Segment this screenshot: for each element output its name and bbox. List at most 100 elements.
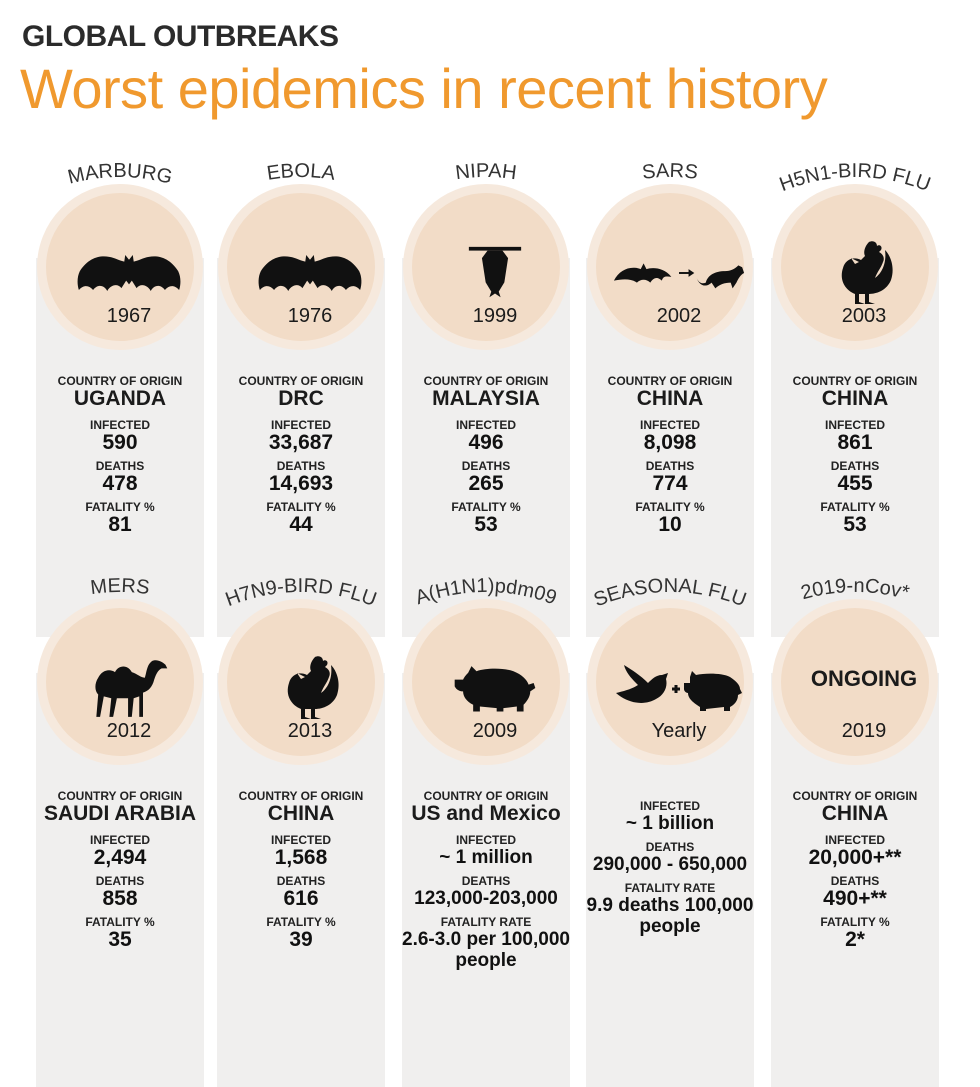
deaths-label: DEATHS — [645, 840, 695, 854]
fatality-rate-value: 2.6-3.0 per 100,000 people — [402, 929, 570, 971]
fatality-value: 53 — [474, 513, 498, 536]
infected-value: ~ 1 billion — [625, 813, 715, 834]
deaths-label: DEATHS — [276, 874, 326, 888]
epidemic-year: 1976 — [287, 305, 333, 327]
year-circle: 1967 — [37, 184, 203, 350]
bat-icon — [46, 243, 212, 303]
country-label: COUNTRY OF ORIGIN — [607, 374, 733, 388]
epidemic-year: 2002 — [656, 305, 702, 327]
fatality-label: FATALITY % — [85, 915, 155, 929]
camel-icon — [46, 658, 212, 718]
fatality-label: FATALITY % — [266, 500, 336, 514]
epidemic-name: MERS — [89, 575, 151, 599]
bat-icon — [227, 243, 393, 303]
epidemic-year: 2009 — [472, 720, 518, 742]
deaths-label: DEATHS — [95, 874, 145, 888]
deaths-value: 455 — [837, 472, 873, 495]
country-label: COUNTRY OF ORIGIN — [423, 374, 549, 388]
fatality-label: FATALITY % — [266, 915, 336, 929]
country-value: SAUDI ARABIA — [43, 802, 197, 825]
fatality-rate-label: FATALITY RATE — [624, 881, 716, 895]
country-value: CHINA — [821, 802, 889, 825]
infected-value: 20,000+** — [808, 846, 902, 869]
country-label: COUNTRY OF ORIGIN — [423, 789, 549, 803]
fatality-label: FATALITY % — [85, 500, 155, 514]
infected-value: 1,568 — [274, 846, 328, 869]
year-circle: 2003 — [772, 184, 938, 350]
fatality-value: 2* — [845, 928, 865, 951]
hanging-bat-icon — [412, 243, 578, 303]
bat-to-civet-icon — [596, 243, 762, 303]
stats-block: INFECTED ~ 1 billion DEATHS 290,000 - 650,0… — [586, 799, 754, 943]
deaths-value: 616 — [283, 887, 319, 910]
country-label: COUNTRY OF ORIGIN — [238, 374, 364, 388]
stats-block: COUNTRY OF ORIGIN CHINA INFECTED 20,000+** D… — [771, 789, 939, 956]
infected-value: 861 — [837, 431, 873, 454]
fatality-rate-label: FATALITY RATE — [440, 915, 532, 929]
fatality-label: FATALITY % — [635, 500, 705, 514]
epidemic-year: Yearly — [651, 720, 707, 742]
infected-label: INFECTED — [825, 833, 885, 847]
deaths-label: DEATHS — [830, 874, 880, 888]
infected-value: 8,098 — [643, 431, 697, 454]
year-circle: 2012 — [37, 599, 203, 765]
deaths-label: DEATHS — [645, 459, 695, 473]
stats-block: COUNTRY OF ORIGIN SAUDI ARABIA INFECTED 2,4… — [36, 789, 204, 956]
year-circle: ONGOING 2019 — [772, 599, 938, 765]
infected-value: 590 — [102, 431, 138, 454]
infected-value: 33,687 — [268, 431, 334, 454]
country-label: COUNTRY OF ORIGIN — [57, 789, 183, 803]
epidemic-name: EBOLA — [265, 160, 337, 185]
country-value: US and Mexico — [411, 802, 561, 825]
infected-label: INFECTED — [456, 418, 516, 432]
fatality-value: 10 — [658, 513, 682, 536]
deaths-label: DEATHS — [276, 459, 326, 473]
fatality-value: 44 — [289, 513, 313, 536]
fatality-value: 35 — [108, 928, 132, 951]
infected-label: INFECTED — [640, 799, 700, 813]
stats-block: COUNTRY OF ORIGIN CHINA INFECTED 1,568 DEATH… — [217, 789, 385, 956]
infected-label: INFECTED — [90, 833, 150, 847]
deaths-label: DEATHS — [830, 459, 880, 473]
kicker-title: GLOBAL OUTBREAKS — [22, 20, 339, 53]
fatality-rate-value: 9.9 deaths 100,000 people — [586, 895, 754, 937]
country-value: CHINA — [821, 387, 889, 410]
year-circle: Yearly — [587, 599, 753, 765]
country-value: CHINA — [267, 802, 335, 825]
country-value: UGANDA — [73, 387, 167, 410]
country-label: COUNTRY OF ORIGIN — [792, 374, 918, 388]
infected-label: INFECTED — [456, 833, 516, 847]
bird-plus-pig-icon — [596, 658, 762, 718]
infected-value: ~ 1 million — [439, 847, 533, 868]
epidemic-year: 2012 — [106, 720, 152, 742]
infected-value: 2,494 — [93, 846, 147, 869]
stats-block: COUNTRY OF ORIGIN CHINA INFECTED 8,098 DEATH… — [586, 374, 754, 541]
epidemic-year: 1967 — [106, 305, 152, 327]
stats-block: COUNTRY OF ORIGIN DRC INFECTED 33,687 DEATHS… — [217, 374, 385, 541]
deaths-value: 14,693 — [268, 472, 334, 495]
deaths-value: 858 — [102, 887, 138, 910]
epidemic-name: SARS — [641, 160, 699, 184]
country-value: MALAYSIA — [432, 387, 540, 410]
country-label: COUNTRY OF ORIGIN — [238, 789, 364, 803]
year-circle: 1976 — [218, 184, 384, 350]
stats-block: COUNTRY OF ORIGIN CHINA INFECTED 861 DEATHS 4… — [771, 374, 939, 541]
infected-label: INFECTED — [640, 418, 700, 432]
rooster-icon — [227, 658, 393, 718]
country-label: COUNTRY OF ORIGIN — [792, 789, 918, 803]
country-label: COUNTRY OF ORIGIN — [57, 374, 183, 388]
fatality-value: 53 — [843, 513, 867, 536]
stats-block: COUNTRY OF ORIGIN UGANDA INFECTED 590 DEATHS… — [36, 374, 204, 541]
rooster-icon — [781, 243, 947, 303]
deaths-value: 774 — [652, 472, 688, 495]
deaths-value: 290,000 - 650,000 — [592, 854, 748, 875]
infected-label: INFECTED — [271, 418, 331, 432]
infected-label: INFECTED — [90, 418, 150, 432]
country-value: CHINA — [636, 387, 704, 410]
deaths-value: 123,000-203,000 — [414, 888, 558, 909]
deaths-label: DEATHS — [461, 874, 511, 888]
deaths-value: 478 — [102, 472, 138, 495]
infected-label: INFECTED — [271, 833, 331, 847]
fatality-value: 81 — [108, 513, 132, 536]
fatality-label: FATALITY % — [820, 915, 890, 929]
